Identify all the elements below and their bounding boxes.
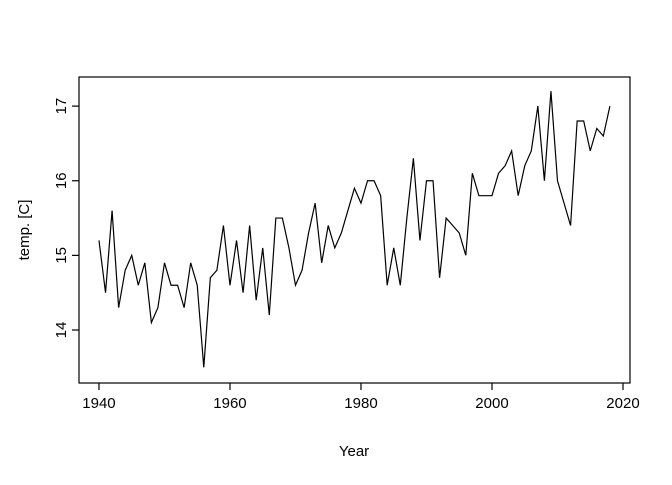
axes: 1940 1960 1980 2000 2020 14 15 16 17 xyxy=(53,76,640,412)
data-line xyxy=(98,91,611,368)
x-tick-label: 1960 xyxy=(213,395,246,412)
x-tick-label: 2020 xyxy=(606,395,639,412)
y-tick-label: 14 xyxy=(53,322,70,339)
y-tick-label: 17 xyxy=(53,98,70,115)
x-tick-label: 2000 xyxy=(475,395,508,412)
x-axis-label: Year xyxy=(339,443,369,460)
y-tick-label: 16 xyxy=(53,172,70,189)
y-axis-label: temp. [C] xyxy=(16,200,33,261)
x-tick-label: 1980 xyxy=(344,395,377,412)
x-tick-label: 1940 xyxy=(82,395,115,412)
plot-border xyxy=(78,76,631,384)
y-tick-label: 15 xyxy=(53,247,70,264)
